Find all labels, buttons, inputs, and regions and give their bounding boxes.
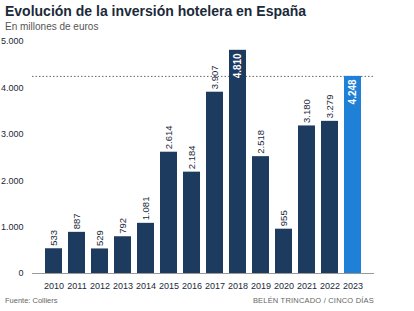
svg-text:955: 955 [278,210,289,226]
svg-text:2018: 2018 [228,281,248,291]
svg-text:3.279: 3.279 [324,95,335,119]
svg-text:2014: 2014 [136,281,156,291]
svg-text:0: 0 [18,268,23,278]
svg-text:2017: 2017 [205,281,225,291]
svg-text:4.810: 4.810 [232,53,243,78]
svg-text:2020: 2020 [274,281,294,291]
svg-text:2010: 2010 [44,281,64,291]
svg-text:5.000: 5.000 [1,36,24,46]
svg-text:1.081: 1.081 [140,197,151,221]
svg-text:2012: 2012 [90,281,110,291]
svg-text:2021: 2021 [297,281,317,291]
html-text:BELÉN TRINCADO / CINCO DÍAS: BELÉN TRINCADO / CINCO DÍAS [252,296,374,305]
svg-text:4.248: 4.248 [347,79,358,104]
svg-text:2.000: 2.000 [1,176,24,186]
svg-text:2022: 2022 [320,281,340,291]
svg-text:3.907: 3.907 [209,65,220,89]
html-text:Evolución de la inversión hote: Evolución de la inversión hotelera en Es… [5,3,307,19]
svg-text:2.614: 2.614 [163,125,174,149]
svg-text:2.518: 2.518 [255,130,266,154]
svg-text:2019: 2019 [251,281,271,291]
svg-text:1.000: 1.000 [1,222,24,232]
svg-text:2011: 2011 [67,281,86,291]
svg-text:887: 887 [71,213,82,229]
html-text:En millones de euros: En millones de euros [5,21,99,32]
svg-text:533: 533 [48,230,59,246]
html-text:Fuente: Colliers: Fuente: Colliers [5,296,58,305]
svg-text:2.184: 2.184 [186,145,197,169]
svg-text:792: 792 [117,218,128,234]
svg-text:2023: 2023 [343,281,363,291]
svg-text:2013: 2013 [113,281,133,291]
svg-text:529: 529 [94,230,105,246]
svg-text:2015: 2015 [159,281,179,291]
svg-text:3.000: 3.000 [1,129,24,139]
svg-text:2016: 2016 [182,281,202,291]
svg-text:3.180: 3.180 [301,99,312,123]
svg-text:4.000: 4.000 [1,83,24,93]
